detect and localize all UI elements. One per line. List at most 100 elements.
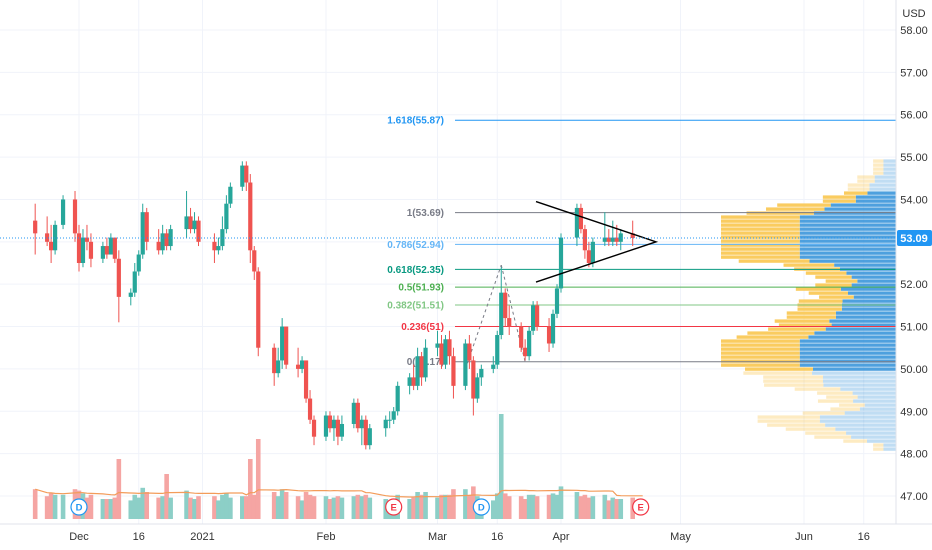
candle[interactable] bbox=[116, 250, 121, 323]
candle[interactable] bbox=[45, 216, 50, 247]
candle[interactable] bbox=[303, 360, 309, 403]
candle[interactable] bbox=[351, 398, 356, 429]
candle[interactable] bbox=[451, 347, 456, 399]
candle[interactable] bbox=[503, 288, 508, 327]
candle[interactable] bbox=[240, 161, 245, 191]
candle[interactable] bbox=[339, 415, 345, 441]
candle[interactable] bbox=[550, 309, 556, 348]
candle[interactable] bbox=[49, 224, 54, 263]
candle[interactable] bbox=[132, 263, 137, 297]
price-axis[interactable]: USD 47.0048.0049.0050.0051.0052.0053.005… bbox=[895, 0, 932, 524]
candle[interactable] bbox=[284, 326, 289, 369]
candle[interactable] bbox=[383, 415, 388, 437]
candle[interactable] bbox=[534, 301, 540, 331]
candle[interactable] bbox=[519, 322, 524, 352]
candle[interactable] bbox=[335, 415, 341, 446]
event-marker[interactable]: E bbox=[632, 498, 650, 516]
candle[interactable] bbox=[136, 250, 141, 276]
candle[interactable] bbox=[463, 339, 468, 391]
candle[interactable] bbox=[272, 343, 277, 386]
candle[interactable] bbox=[527, 326, 532, 361]
candle[interactable] bbox=[582, 224, 588, 259]
candle[interactable] bbox=[523, 339, 528, 361]
candle[interactable] bbox=[256, 267, 261, 357]
candle[interactable] bbox=[447, 330, 452, 365]
candle[interactable] bbox=[554, 284, 560, 319]
candle[interactable] bbox=[331, 415, 337, 441]
candle[interactable] bbox=[467, 335, 472, 369]
candle[interactable] bbox=[610, 220, 615, 247]
candle[interactable] bbox=[586, 241, 591, 268]
candle[interactable] bbox=[52, 220, 58, 255]
candle[interactable] bbox=[578, 203, 584, 234]
candle[interactable] bbox=[228, 182, 233, 208]
candle[interactable] bbox=[423, 339, 428, 382]
candle[interactable] bbox=[439, 335, 444, 369]
candle[interactable] bbox=[299, 356, 305, 374]
candle[interactable] bbox=[367, 423, 372, 450]
candle[interactable] bbox=[355, 398, 360, 433]
candlestick-series[interactable] bbox=[33, 161, 635, 450]
candle[interactable] bbox=[546, 318, 552, 352]
candle[interactable] bbox=[196, 216, 201, 247]
candle[interactable] bbox=[475, 373, 480, 403]
candle[interactable] bbox=[188, 207, 193, 234]
candle[interactable] bbox=[391, 407, 396, 424]
candle[interactable] bbox=[295, 347, 301, 378]
candle[interactable] bbox=[387, 411, 392, 429]
candle[interactable] bbox=[156, 229, 161, 255]
candle[interactable] bbox=[192, 212, 197, 234]
candle[interactable] bbox=[212, 233, 217, 263]
candle[interactable] bbox=[164, 229, 169, 251]
candle[interactable] bbox=[443, 335, 448, 369]
candle[interactable] bbox=[168, 224, 173, 251]
candle[interactable] bbox=[507, 305, 512, 336]
candle[interactable] bbox=[359, 415, 364, 446]
candle[interactable] bbox=[160, 224, 165, 255]
candle[interactable] bbox=[33, 203, 38, 255]
candle[interactable] bbox=[216, 237, 221, 255]
pennant-outline[interactable] bbox=[535, 200, 659, 283]
candle[interactable] bbox=[280, 318, 285, 369]
event-marker[interactable]: D bbox=[70, 498, 88, 516]
candle[interactable] bbox=[499, 267, 504, 340]
candle[interactable] bbox=[184, 190, 189, 238]
candle[interactable] bbox=[435, 330, 440, 357]
candle[interactable] bbox=[144, 207, 149, 251]
candle[interactable] bbox=[104, 237, 109, 259]
candle[interactable] bbox=[558, 233, 564, 293]
candle[interactable] bbox=[140, 203, 145, 259]
candle[interactable] bbox=[574, 203, 580, 247]
candle[interactable] bbox=[471, 356, 476, 416]
candle[interactable] bbox=[224, 195, 229, 234]
candle[interactable] bbox=[112, 237, 117, 263]
candle[interactable] bbox=[491, 356, 496, 374]
candle[interactable] bbox=[100, 241, 106, 263]
candle[interactable] bbox=[419, 351, 424, 386]
candle[interactable] bbox=[407, 373, 412, 395]
candle[interactable] bbox=[252, 246, 257, 280]
candle[interactable] bbox=[80, 229, 86, 268]
candle[interactable] bbox=[602, 212, 607, 247]
candle[interactable] bbox=[88, 233, 94, 268]
candle[interactable] bbox=[72, 190, 78, 242]
candle[interactable] bbox=[479, 364, 484, 386]
event-marker[interactable]: E bbox=[385, 498, 403, 516]
candle[interactable] bbox=[108, 233, 113, 255]
time-axis[interactable]: Dec 16 2021 Feb Mar 16 Apr May Jun 16 bbox=[0, 523, 932, 543]
candle[interactable] bbox=[606, 229, 611, 247]
candle[interactable] bbox=[276, 347, 281, 378]
candle[interactable] bbox=[60, 195, 66, 230]
candle[interactable] bbox=[76, 224, 82, 272]
candle[interactable] bbox=[495, 330, 500, 369]
candle[interactable] bbox=[411, 364, 416, 391]
candle[interactable] bbox=[311, 415, 317, 446]
pennant-drawing[interactable] bbox=[535, 200, 659, 283]
candle[interactable] bbox=[415, 347, 420, 391]
candle[interactable] bbox=[307, 390, 313, 424]
candle[interactable] bbox=[395, 381, 400, 416]
candle[interactable] bbox=[363, 415, 368, 450]
candle[interactable] bbox=[618, 229, 623, 251]
